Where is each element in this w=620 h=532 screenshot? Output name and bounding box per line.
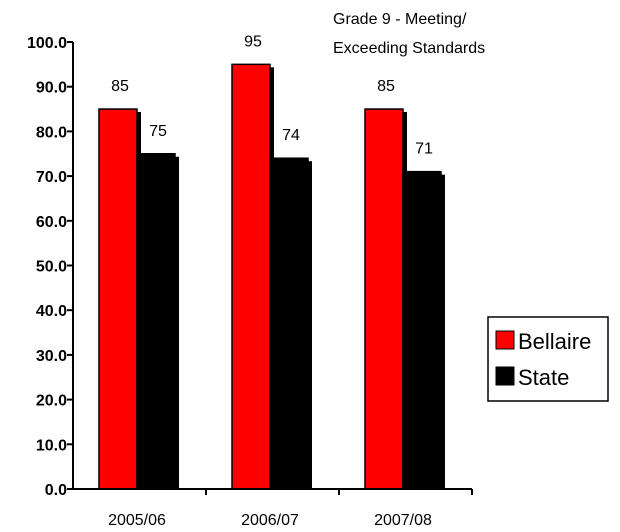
y-tick-label: 100.0 xyxy=(27,35,67,52)
data-label: 75 xyxy=(149,123,167,140)
bar-state-0 xyxy=(136,153,176,490)
bar-state-2 xyxy=(402,170,442,490)
legend-swatch-state xyxy=(495,366,515,386)
data-label: 85 xyxy=(111,78,129,95)
x-tick-label: 2005/06 xyxy=(108,512,166,529)
y-tick-label: 70.0 xyxy=(36,169,67,186)
data-label: 85 xyxy=(377,78,395,95)
chart-title-line-1: Grade 9 - Meeting/ xyxy=(333,11,467,28)
plot-area: 0.0 10.0 20.0 30.0 40.0 50.0 60.0 70.0 80.0 90.0 1… xyxy=(27,33,473,529)
y-tick-label: 40.0 xyxy=(36,303,67,320)
y-tick-label: 90.0 xyxy=(36,80,67,97)
bar-bellaire-1 xyxy=(231,63,271,490)
legend: Bellaire State xyxy=(487,316,609,402)
y-tick-label: 20.0 xyxy=(36,393,67,410)
data-label: 71 xyxy=(415,141,433,158)
y-tick-label: 30.0 xyxy=(36,348,67,365)
x-tick-label: 2007/08 xyxy=(374,512,432,529)
legend-box xyxy=(487,316,609,402)
data-label: 74 xyxy=(282,127,300,144)
legend-swatch-bellaire xyxy=(495,330,515,350)
y-tick-label: 0.0 xyxy=(45,482,67,499)
y-tick-label: 50.0 xyxy=(36,259,67,276)
y-tick-label: 80.0 xyxy=(36,124,67,141)
bar-bellaire-0 xyxy=(98,108,138,490)
y-tick-label: 60.0 xyxy=(36,214,67,231)
chart-title-line-2: Exceeding Standards xyxy=(333,40,485,57)
legend-label-bellaire: Bellaire xyxy=(518,329,591,354)
bar-state-1 xyxy=(269,157,309,490)
y-tick-label: 10.0 xyxy=(36,437,67,454)
data-label: 95 xyxy=(244,33,262,50)
legend-label-state: State xyxy=(518,365,569,390)
x-tick-label: 2006/07 xyxy=(241,512,299,529)
bar-bellaire-2 xyxy=(364,108,404,490)
